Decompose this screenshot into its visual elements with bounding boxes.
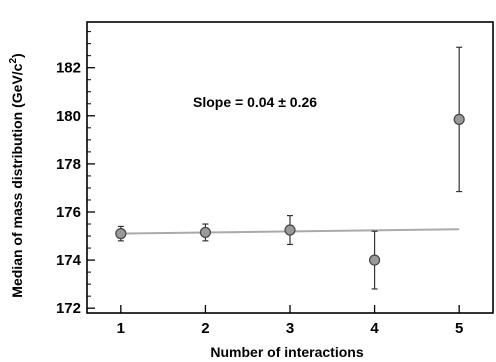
data-point	[368, 254, 381, 266]
y-tick-label: 182	[56, 60, 81, 77]
x-axis-title: Number of interactions	[210, 344, 363, 360]
x-tick-label: 5	[455, 320, 463, 337]
plot-area-frame	[86, 21, 494, 314]
x-tick-label: 3	[286, 320, 294, 337]
y-tick-label: 178	[56, 156, 81, 173]
data-point	[284, 224, 296, 236]
x-tick-label: 4	[370, 320, 379, 337]
y-axis-title-main: Median of mass distribution (GeV/c	[9, 63, 25, 297]
y-axis-title: Median of mass distribution (GeV/c2)	[8, 53, 25, 297]
x-tick-label: 1	[117, 320, 125, 337]
y-tick-label: 174	[56, 252, 82, 269]
y-axis-title-superscript: 2	[8, 58, 19, 64]
x-tick-label: 2	[201, 320, 209, 337]
y-axis-title-close: )	[9, 53, 25, 58]
data-point	[199, 226, 212, 239]
data-point	[115, 228, 127, 240]
data-point	[453, 113, 465, 126]
y-tick-label: 172	[56, 300, 81, 317]
slope-annotation: Slope = 0.04 ± 0.26	[193, 94, 317, 110]
y-tick-label: 180	[56, 108, 81, 125]
y-tick-label: 176	[56, 204, 81, 221]
